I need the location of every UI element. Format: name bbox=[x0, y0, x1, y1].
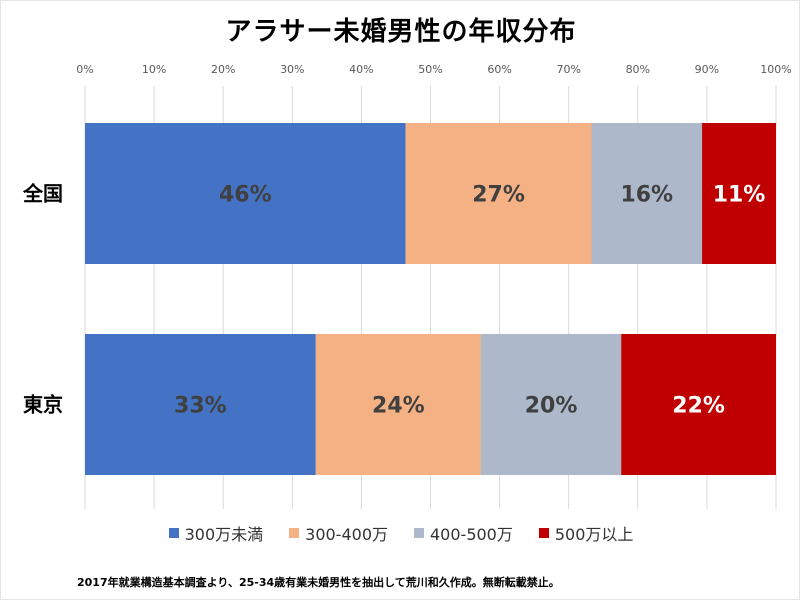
category-label: 東京 bbox=[23, 393, 63, 417]
data-label: 46% bbox=[219, 183, 272, 208]
bar-segment bbox=[85, 123, 406, 264]
x-tick-label: 10% bbox=[142, 63, 166, 76]
chart-title: アラサー未婚男性の年収分布 bbox=[225, 17, 577, 47]
legend-label: 400-500万 bbox=[430, 525, 513, 544]
x-tick-label: 30% bbox=[280, 63, 304, 76]
legend-swatch bbox=[414, 528, 424, 538]
bar-segment bbox=[405, 123, 592, 264]
x-tick-label: 50% bbox=[418, 63, 442, 76]
data-label: 22% bbox=[672, 394, 725, 419]
legend-swatch bbox=[538, 528, 549, 538]
x-tick-label: 0% bbox=[76, 63, 93, 76]
legend-label: 500万以上 bbox=[554, 525, 634, 544]
legend-item: 300万未満 bbox=[168, 521, 264, 545]
bar-segment bbox=[621, 334, 776, 475]
x-tick-label: 90% bbox=[695, 63, 719, 76]
bar-segment bbox=[591, 123, 703, 264]
x-tick-label: 40% bbox=[349, 63, 373, 76]
data-label: 11% bbox=[713, 183, 766, 208]
x-tick-label: 60% bbox=[487, 63, 511, 76]
data-label: 24% bbox=[372, 394, 425, 419]
data-label: 33% bbox=[174, 394, 227, 419]
bar-segment bbox=[85, 334, 316, 475]
bar-segment bbox=[315, 334, 481, 475]
data-label: 20% bbox=[525, 394, 578, 419]
legend-item: 500万以上 bbox=[538, 521, 634, 545]
footnote: 2017年就業構造基本調査より、25-34歳有業未婚男性を抽出して荒川和久作成。… bbox=[77, 576, 560, 589]
legend-swatch bbox=[168, 528, 179, 538]
bar-segment bbox=[480, 334, 622, 475]
category-label: 全国 bbox=[22, 182, 63, 206]
data-label: 16% bbox=[620, 183, 673, 208]
x-tick-label: 80% bbox=[626, 63, 650, 76]
data-label: 27% bbox=[472, 183, 525, 208]
legend-item: 400-500万 bbox=[414, 521, 513, 545]
legend-item: 300-400万 bbox=[289, 521, 388, 545]
bar-segment bbox=[702, 123, 776, 264]
legend-label: 300-400万 bbox=[305, 525, 388, 544]
x-tick-label: 100% bbox=[760, 63, 791, 76]
x-tick-label: 70% bbox=[556, 63, 580, 76]
x-tick-label: 20% bbox=[211, 63, 235, 76]
legend-label: 300万未満 bbox=[184, 525, 264, 544]
legend-swatch bbox=[289, 528, 300, 538]
chart-legend: 300万未満 300-400万 400-500万 500万以上 bbox=[1, 521, 800, 545]
